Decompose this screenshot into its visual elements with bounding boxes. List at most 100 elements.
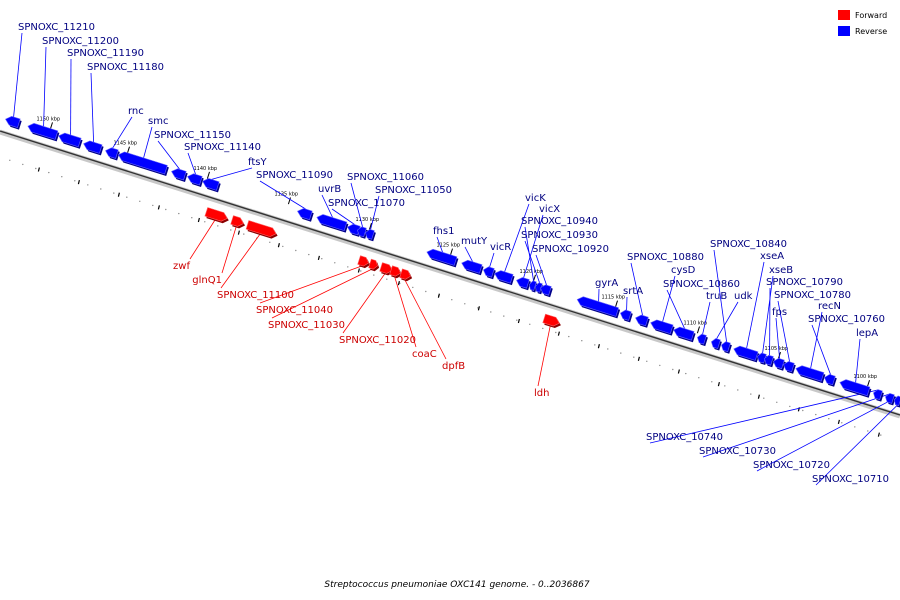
- gene-label-spnoxc-11210[interactable]: SPNOXC_11210: [18, 22, 95, 33]
- gene-spnoxc-11030[interactable]: [368, 258, 378, 270]
- gene-label-vicx[interactable]: vicX: [539, 204, 560, 215]
- gene-spnoxc-10780[interactable]: [783, 361, 795, 373]
- gene-label-dpfb[interactable]: dpfB: [442, 361, 465, 372]
- gene-label-uvrb[interactable]: uvrB: [318, 184, 341, 195]
- gene-label-spnoxc-11180[interactable]: SPNOXC_11180: [87, 62, 164, 73]
- gene-label-spnoxc-11100[interactable]: SPNOXC_11100: [217, 290, 294, 301]
- gene-ldh[interactable]: [542, 313, 560, 327]
- gene-spnoxc-10920[interactable]: [540, 284, 552, 296]
- gene-label-zwf[interactable]: zwf: [173, 261, 190, 272]
- gene-spnoxc-11050[interactable]: [365, 228, 375, 240]
- gene-label-spnoxc-10930[interactable]: SPNOXC_10930: [521, 230, 598, 241]
- gene-label-spnoxc-10920[interactable]: SPNOXC_10920: [532, 244, 609, 255]
- gene-spnoxc-11060[interactable]: [357, 226, 367, 238]
- gene-fhs1[interactable]: [426, 248, 458, 266]
- gene-label-ldh[interactable]: ldh: [534, 388, 549, 399]
- gene-label-ftsy[interactable]: ftsY: [248, 157, 267, 168]
- leader-lepa: [855, 338, 861, 383]
- gene-label-vick[interactable]: vicK: [525, 193, 546, 204]
- gene-label-spnoxc-10740[interactable]: SPNOXC_10740: [646, 432, 723, 443]
- gene-spnoxc-11180[interactable]: [83, 140, 103, 154]
- gene-label-spnoxc-10780[interactable]: SPNOXC_10780: [774, 290, 851, 301]
- gene-spnoxc-10720[interactable]: [894, 395, 900, 406]
- gene-spnoxc-10740[interactable]: [873, 389, 883, 400]
- gene-muty[interactable]: [461, 259, 483, 274]
- gene-gyra[interactable]: [576, 296, 619, 317]
- gene-spnoxc-10880[interactable]: [635, 314, 649, 327]
- gene-coac[interactable]: [389, 265, 401, 277]
- gene-label-spnoxc-11140[interactable]: SPNOXC_11140: [184, 142, 261, 153]
- leader-spnoxc-11140: [187, 152, 196, 175]
- gene-label-cysd[interactable]: cysD: [671, 265, 696, 276]
- gene-label-coac[interactable]: coaC: [412, 349, 437, 360]
- gene-label-srta[interactable]: srtA: [623, 286, 643, 297]
- gene-ftsy[interactable]: [202, 178, 220, 191]
- gene-label-fhs1[interactable]: fhs1: [433, 226, 454, 237]
- gene-spnoxc-10790[interactable]: [764, 354, 774, 366]
- gene-udk[interactable]: [711, 338, 721, 349]
- gene-label-spnoxc-10940[interactable]: SPNOXC_10940: [521, 216, 598, 227]
- gene-spnoxc-11150[interactable]: [171, 168, 187, 181]
- gene-label-udk[interactable]: udk: [734, 291, 753, 302]
- gene-label-rnc[interactable]: rnc: [128, 106, 144, 117]
- gene-uvrb[interactable]: [316, 214, 348, 231]
- gene-label-spnoxc-11090[interactable]: SPNOXC_11090: [256, 170, 333, 181]
- gene-label-spnoxc-11070[interactable]: SPNOXC_11070: [328, 198, 405, 209]
- gene-label-smc[interactable]: smc: [148, 116, 168, 127]
- gene-spnoxc-11140[interactable]: [187, 173, 203, 186]
- gene-rnc[interactable]: [105, 147, 119, 159]
- gene-label-recn[interactable]: recN: [818, 301, 841, 312]
- gene-label-spnoxc-11020[interactable]: SPNOXC_11020: [339, 335, 416, 346]
- gene-label-spnoxc-10880[interactable]: SPNOXC_10880: [627, 252, 704, 263]
- gene-srta[interactable]: [620, 309, 632, 321]
- gene-label-spnoxc-11040[interactable]: SPNOXC_11040: [256, 305, 333, 316]
- gene-spnoxc-11100[interactable]: [245, 220, 277, 237]
- gene-recn[interactable]: [795, 365, 825, 382]
- gene-smc[interactable]: [117, 151, 168, 175]
- gene-label-spnoxc-11150[interactable]: SPNOXC_11150: [154, 130, 231, 141]
- gene-xsea[interactable]: [733, 345, 759, 361]
- gene-label-spnoxc-11190[interactable]: SPNOXC_11190: [67, 48, 144, 59]
- gene-spnoxc-11210[interactable]: [5, 115, 21, 128]
- gene-spnoxc-11090[interactable]: [297, 208, 313, 221]
- gene-label-spnoxc-10730[interactable]: SPNOXC_10730: [699, 446, 776, 457]
- gene-label-xsea[interactable]: xseA: [760, 251, 784, 262]
- gene-label-spnoxc-10710[interactable]: SPNOXC_10710: [812, 474, 889, 485]
- gene-spnoxc-11190[interactable]: [58, 132, 82, 148]
- gene-label-trub[interactable]: truB: [706, 291, 727, 302]
- gene-spnoxc-11200[interactable]: [27, 122, 59, 140]
- gene-label-spnoxc-11060[interactable]: SPNOXC_11060: [347, 172, 424, 183]
- gene-lepa[interactable]: [839, 379, 871, 397]
- gene-label-spnoxc-10840[interactable]: SPNOXC_10840: [710, 239, 787, 250]
- gene-label-muty[interactable]: mutY: [461, 236, 488, 247]
- gene-glnq1[interactable]: [230, 215, 244, 227]
- gene-zwf[interactable]: [204, 207, 228, 222]
- gene-label-spnoxc-11200[interactable]: SPNOXC_11200: [42, 36, 119, 47]
- gene-label-glnq1[interactable]: glnQ1: [192, 275, 222, 286]
- gene-label-spnoxc-10760[interactable]: SPNOXC_10760: [808, 314, 885, 325]
- gene-label-xseb[interactable]: xseB: [769, 265, 793, 276]
- gene-vick[interactable]: [494, 270, 514, 284]
- gene-label-spnoxc-11030[interactable]: SPNOXC_11030: [268, 320, 345, 331]
- gene-label-spnoxc-10790[interactable]: SPNOXC_10790: [766, 277, 843, 288]
- gene-vicr[interactable]: [483, 266, 495, 278]
- gene-cysd[interactable]: [650, 319, 674, 334]
- gene-label-spnoxc-10720[interactable]: SPNOXC_10720: [753, 460, 830, 471]
- gene-spnoxc-10860[interactable]: [673, 326, 695, 341]
- gene-label-gyra[interactable]: gyrA: [595, 278, 618, 289]
- gene-label-lepa[interactable]: lepA: [856, 328, 878, 339]
- gene-spnoxc-10840[interactable]: [721, 341, 731, 353]
- gene-label-vicr[interactable]: vicR: [490, 242, 511, 253]
- gene-trub[interactable]: [697, 333, 707, 345]
- gene-spnoxc-11020[interactable]: [379, 262, 393, 274]
- gene-spnoxc-10940[interactable]: [529, 280, 537, 291]
- gene-dpfb[interactable]: [399, 268, 411, 280]
- gene-spnoxc-10730[interactable]: [885, 393, 895, 404]
- gene-label-spnoxc-10860[interactable]: SPNOXC_10860: [663, 279, 740, 290]
- gene-fps[interactable]: [773, 357, 785, 370]
- gene-spnoxc-10760[interactable]: [824, 374, 836, 386]
- gene-label-fps[interactable]: fps: [772, 307, 787, 318]
- gene-label-spnoxc-11050[interactable]: SPNOXC_11050: [375, 185, 452, 196]
- gene-vicx[interactable]: [516, 277, 530, 289]
- gene-spnoxc-11040[interactable]: [357, 255, 369, 267]
